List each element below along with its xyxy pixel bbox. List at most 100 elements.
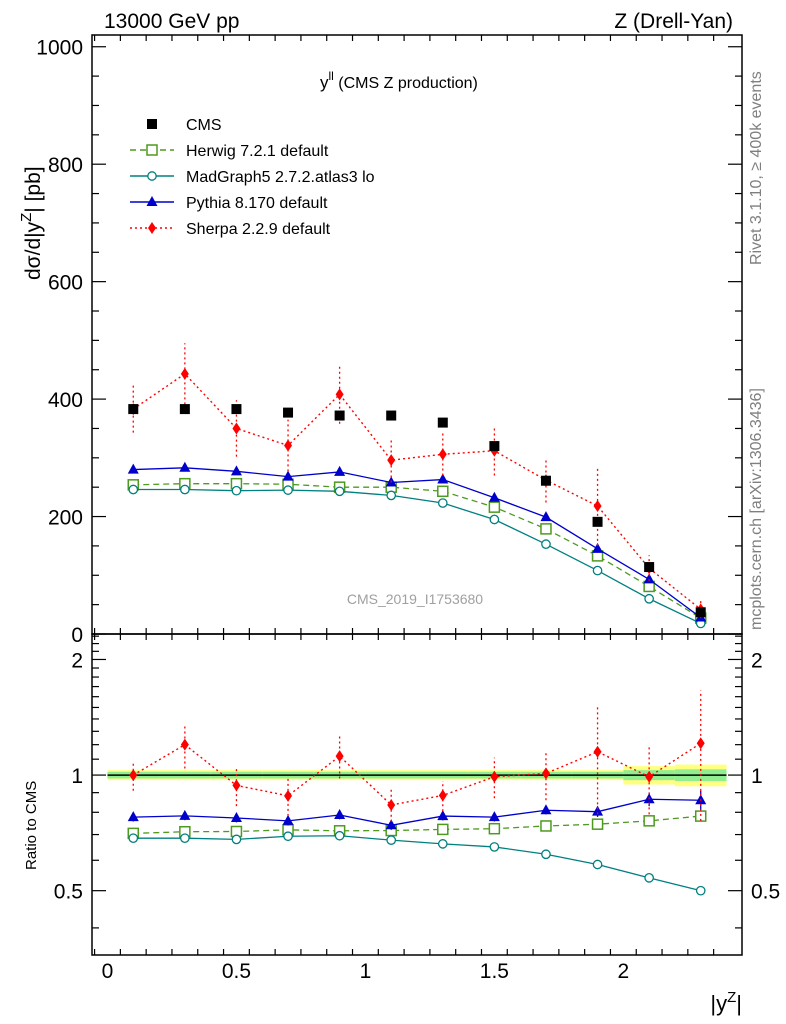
legend-herwig-marker — [146, 144, 158, 156]
ratio-madgraph5-line — [133, 835, 701, 892]
legend-sherpa-marker — [148, 222, 156, 234]
legend-sherpa-label: Sherpa 2.2.9 default — [186, 221, 331, 238]
ratio-herwig-point — [488, 822, 501, 835]
ratio-sherpa-point — [232, 779, 241, 792]
ratio-sherpa-point — [129, 769, 138, 782]
x-tick-label: 0 — [102, 960, 114, 983]
y-axis-label: dσ/d|yZ| [pb] — [18, 166, 45, 280]
mcplots-label: mcplots.cern.ch [arXiv:1306.3436] — [748, 388, 765, 630]
legend-pythia-marker — [146, 196, 158, 206]
ratio-tick-label-right: 2 — [751, 649, 763, 672]
main-cms-point — [283, 407, 294, 418]
main-madgraph5-point — [489, 514, 500, 525]
main-madgraph5-point — [283, 485, 293, 495]
ratio-pythia-point — [179, 809, 191, 820]
ratio-sherpa-point — [284, 789, 293, 802]
main-sherpa-point — [438, 448, 447, 461]
ratio-pythia-point — [592, 805, 604, 816]
ratio-tick-label-right: 0.5 — [751, 881, 780, 904]
main-pythia-point — [592, 542, 604, 553]
main-sherpa-point — [232, 422, 241, 435]
ratio-madgraph5-point — [644, 872, 654, 883]
main-madgraph5-point — [334, 486, 345, 497]
y-tick-label: 400 — [48, 389, 83, 412]
main-madgraph5-point — [437, 498, 448, 508]
ratio-sherpa-point — [696, 737, 705, 750]
legend-cms-label: CMS — [186, 117, 222, 134]
y-tick-label: 1000 — [36, 37, 83, 60]
legend-madgraph5-marker — [147, 171, 157, 181]
ratio-sherpa-point — [180, 738, 189, 751]
ratio-herwig-point — [540, 820, 552, 832]
main-pythia-point — [643, 573, 655, 584]
x-axis-label: |yZ| — [710, 989, 742, 1016]
ratio-herwig-point — [694, 810, 707, 822]
main-pythia-point — [282, 470, 294, 481]
ratio-sherpa-point — [645, 770, 654, 783]
rivet-label: Rivet 3.1.10, ≥ 400k events — [748, 71, 765, 265]
ratio-sherpa-line — [132, 742, 702, 806]
plot-title: yll (CMS Z production) — [320, 69, 478, 92]
ratio-pythia-point — [127, 811, 139, 822]
main-cms-point — [540, 475, 551, 486]
ratio-sherpa-point — [335, 750, 344, 763]
ratio-axis-label: Ratio to CMS — [23, 781, 40, 870]
main-pythia-point — [179, 461, 191, 472]
plot-title-sup: ll — [329, 69, 334, 83]
main-madgraph5-point — [644, 593, 654, 604]
main-sherpa-point — [387, 454, 396, 467]
main-sherpa-point — [593, 499, 602, 512]
main-pythia-point — [488, 491, 500, 502]
ratio-tick-label: 0.5 — [54, 881, 83, 904]
main-cms-point — [179, 404, 190, 415]
main-madgraph5-point — [592, 565, 603, 576]
ratio-pythia-point — [282, 814, 294, 825]
ratio-pythia-point — [334, 809, 346, 820]
ratio-madgraph5-point — [283, 831, 293, 842]
main-sherpa-line — [132, 372, 702, 610]
main-herwig-point — [488, 501, 501, 513]
plot-title-rest: (CMS Z production) — [334, 75, 478, 92]
ratio-madgraph5-point — [386, 835, 397, 845]
main-cms-point — [231, 404, 242, 415]
analysis-watermark: CMS_2019_I1753680 — [347, 591, 483, 607]
legend-pythia-label: Pythia 8.170 default — [186, 195, 328, 212]
main-herwig-point — [540, 523, 552, 535]
main-pythia-point — [540, 511, 552, 522]
main-pythia-line — [133, 467, 702, 619]
ratio-madgraph5-point — [231, 834, 242, 845]
ratio-tick-label: 2 — [71, 649, 83, 672]
y-tick-label: 600 — [48, 272, 83, 295]
ratio-pythia-point — [385, 819, 397, 830]
main-pythia-point — [230, 465, 242, 476]
main-madgraph5-point — [541, 539, 551, 550]
x-axis-label-end: | — [736, 991, 742, 1016]
ratio-madgraph5-point — [128, 833, 139, 844]
ratio-sherpa-point — [490, 770, 499, 783]
y-tick-label: 200 — [48, 507, 83, 530]
header-right: Z (Drell-Yan) — [614, 10, 733, 33]
legend-herwig-label: Herwig 7.2.1 default — [186, 143, 329, 160]
ratio-madgraph5-point — [541, 849, 551, 860]
ratio-madgraph5-point — [695, 885, 706, 896]
main-cms-point — [128, 404, 139, 415]
main-madgraph5-line — [133, 488, 702, 625]
ratio-madgraph5-point — [592, 859, 603, 870]
main-madgraph5-point — [386, 490, 397, 501]
main-cms-point — [592, 516, 603, 527]
main-pythia-point — [334, 465, 346, 476]
ratio-pythia-point — [230, 812, 242, 823]
ratio-sherpa-point — [593, 745, 602, 758]
main-pythia-point — [437, 473, 449, 484]
ratio-pythia-line — [133, 798, 701, 826]
legend-madgraph5-label: MadGraph5 2.7.2.atlas3 lo — [186, 169, 375, 186]
main-herwig-line — [133, 483, 702, 619]
ratio-sherpa-point — [387, 798, 396, 811]
ratio-tick-label-right: 1 — [751, 765, 763, 788]
ratio-pythia-point — [437, 810, 449, 821]
ratio-madgraph5-point — [334, 830, 345, 841]
legend: CMS Herwig 7.2.1 default MadGraph5 2.7.2.a… — [130, 117, 375, 238]
main-cms-point — [644, 562, 655, 573]
